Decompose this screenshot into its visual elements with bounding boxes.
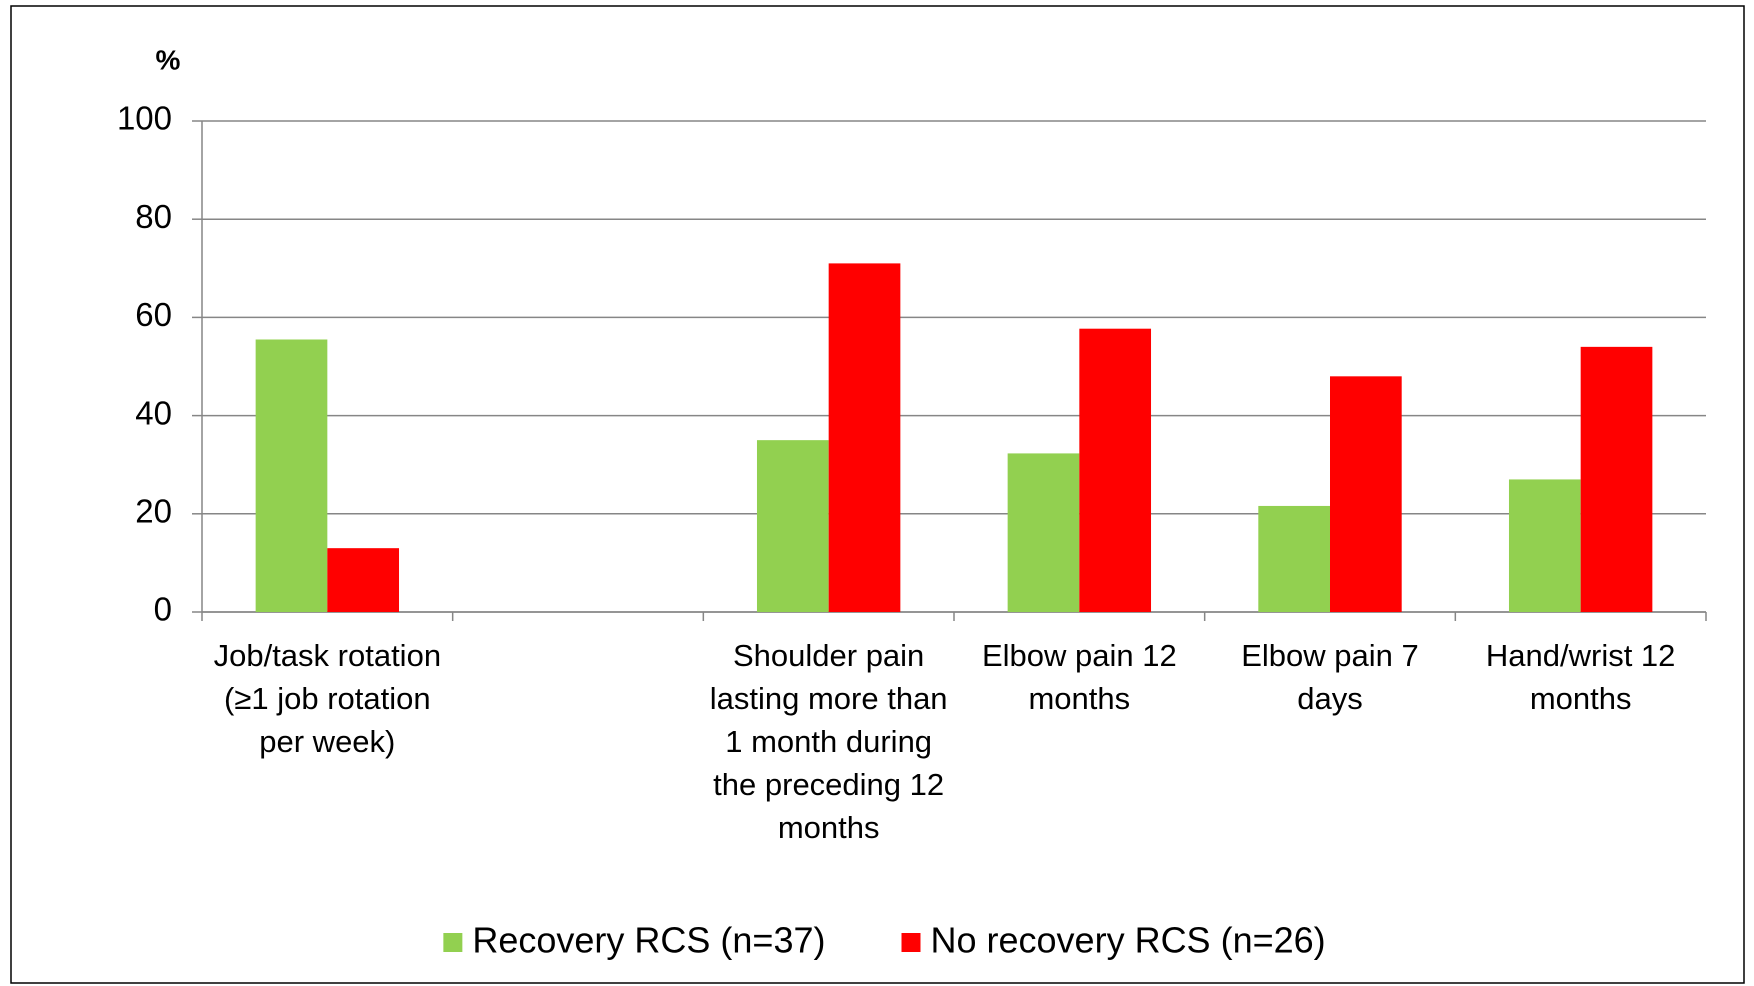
bar: [756, 440, 829, 612]
y-tick-label: 80: [135, 198, 172, 235]
x-tick-label: Elbow pain 7 days: [1241, 638, 1419, 716]
y-tick-label: 0: [154, 591, 172, 628]
chart-border: [10, 5, 1745, 984]
legend-swatch: [443, 933, 463, 952]
x-tick-label: Elbow pain 12 months: [981, 638, 1177, 716]
x-tick-label: Shoulder pain lasting more than 1 month …: [709, 638, 948, 845]
x-tick-label: Hand/wrist 12 months: [1485, 638, 1676, 716]
bar: [327, 548, 400, 612]
y-tick-label: 40: [135, 394, 172, 431]
y-tick-label: 60: [135, 296, 172, 333]
bar: [828, 263, 901, 612]
x-tick-label: Job/task rotation (≥1 job rotation per w…: [213, 638, 442, 759]
y-axis-label: %: [156, 44, 181, 75]
legend-label: Recovery RCS (n=37): [472, 920, 825, 961]
bar: [1508, 479, 1581, 612]
y-tick-label: 100: [117, 100, 172, 137]
bar: [1007, 453, 1080, 612]
legend-label: No recovery RCS (n=26): [931, 920, 1326, 961]
y-tick-label: 20: [135, 493, 172, 530]
bar: [1258, 505, 1330, 612]
bar: [1079, 328, 1152, 612]
bar: [1580, 346, 1653, 612]
bar: [1330, 376, 1402, 612]
bar: [255, 339, 328, 612]
legend-swatch: [901, 933, 921, 952]
